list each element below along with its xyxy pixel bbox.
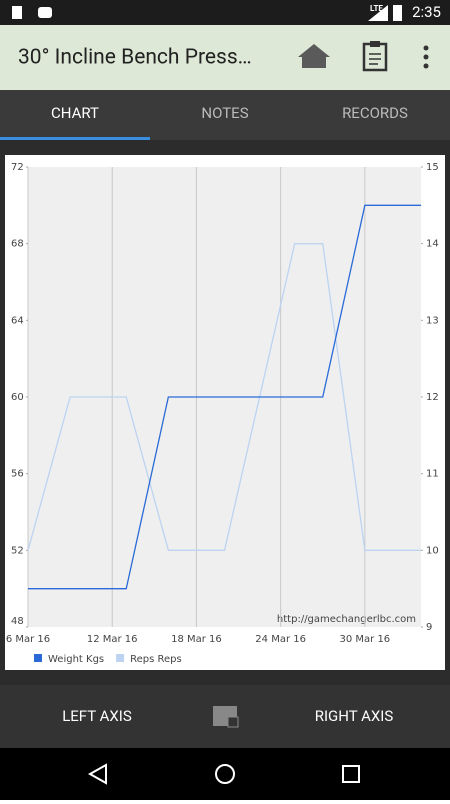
x-tick-label: 30 Mar 16 [340,634,391,645]
clock: 2:35 [412,3,441,21]
y-tick-label: 72 [11,162,24,173]
android-icon [38,7,52,18]
calendar-button[interactable] [213,706,239,728]
menu-button[interactable] [423,45,429,69]
legend-label: Weight Kgs [48,654,104,665]
nav-bar [0,748,450,800]
legend-swatch [34,654,42,662]
tab[interactable]: RECORDS [342,104,408,122]
y2-tick-label: 10 [426,545,439,556]
y-tick-label: 60 [11,392,24,403]
x-tick-label: 18 Mar 16 [171,634,222,645]
legend-swatch [116,654,125,662]
legend-label: Reps Reps [130,654,182,665]
y2-tick-label: 9 [426,622,432,633]
network-label: LTE [370,4,383,13]
sd-icon [12,6,22,19]
tab[interactable]: CHART [51,104,99,122]
app-bar [0,25,450,90]
y-tick-label: 48 [11,616,24,627]
y2-tick-label: 14 [426,239,439,250]
recents-button[interactable] [342,765,360,783]
series-line [27,243,421,551]
y2-tick-label: 15 [426,162,439,173]
y-tick-label: 68 [11,239,24,250]
y-tick-label: 64 [11,315,24,326]
y2-tick-label: 12 [426,392,439,403]
home-nav-button[interactable] [215,764,235,784]
x-tick-label: 6 Mar 16 [6,634,50,645]
battery-icon [393,5,402,21]
y-tick-label: 52 [11,545,24,556]
y-tick-label: 56 [11,469,24,480]
tab-bar [0,90,450,140]
back-button[interactable] [87,763,107,785]
home-button[interactable] [298,44,330,68]
y2-tick-label: 13 [426,315,439,326]
notes-button[interactable] [362,41,388,72]
signal-icon [368,5,388,21]
right-axis-button[interactable]: RIGHT AXIS [315,707,394,725]
left-axis-button[interactable]: LEFT AXIS [62,707,132,725]
x-tick-label: 12 Mar 16 [87,634,138,645]
x-tick-label: 24 Mar 16 [255,634,306,645]
tab[interactable]: NOTES [201,104,248,122]
y2-tick-label: 11 [426,469,439,480]
series-line [28,204,421,590]
watermark: http://gamechangerlbc.com [277,614,416,625]
tab-indicator [0,137,150,140]
app-title: 30° Incline Bench Press… [18,46,252,70]
